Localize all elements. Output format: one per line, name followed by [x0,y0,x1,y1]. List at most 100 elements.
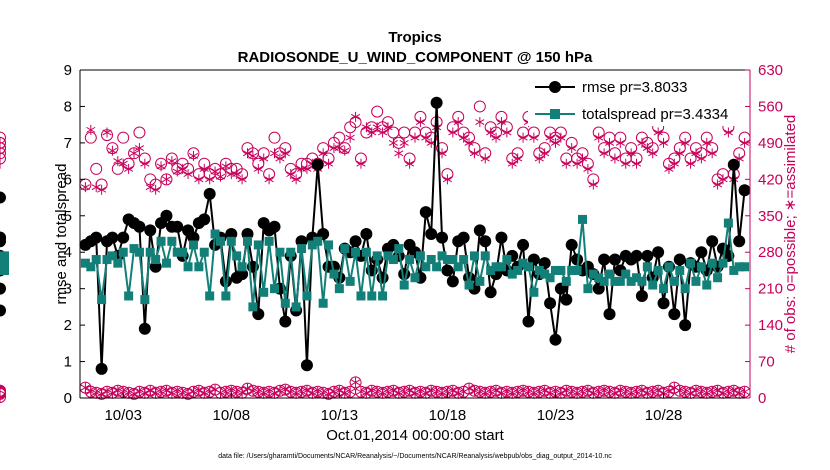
y-right-tick-label: 280 [758,244,783,261]
totalspread-point [675,266,684,275]
rmse-point [160,210,172,222]
totalspread-point [324,240,333,249]
totalspread-point [502,255,511,264]
y-right-tick-label: 140 [758,317,783,334]
legend-rmse-marker [549,81,561,93]
totalspread-point [319,299,328,308]
totalspread-point [373,251,382,260]
totalspread-point [475,277,484,286]
totalspread-point [238,262,247,271]
rmse-point [133,221,145,233]
totalspread-point [346,277,355,286]
totalspread-point [119,248,128,257]
rmse-point [117,232,129,244]
totalspread-point [194,262,203,271]
x-tick-label: 10/03 [104,407,142,424]
totalspread-point [432,262,441,271]
y-axis-label: rmse and totalspread [53,164,70,305]
totalspread-point [573,266,582,275]
totalspread-point [313,237,322,246]
totalspread-point [140,295,149,304]
totalspread-point [97,295,106,304]
x-tick-label: 10/18 [429,407,467,424]
totalspread-point [411,273,420,282]
y-right-tick-label: 350 [758,208,783,225]
totalspread-point [286,248,295,257]
totalspread-point [335,284,344,293]
totalspread-point [162,259,171,268]
rmse-point [679,319,691,331]
x-tick-label: 10/08 [213,407,251,424]
y-axis-right: 070140210280350420490560630 [745,62,783,407]
totalspread-point [340,244,349,253]
y-right-tick-label: 0 [758,390,766,407]
rmse-point [350,235,362,247]
totalspread-point [0,266,9,275]
rmse-point [269,221,281,233]
rmse-point [139,323,151,335]
totalspread-point [167,237,176,246]
chart-canvas: Tropics RADIOSONDE_U_WIND_COMPONENT @ 15… [0,0,830,470]
totalspread-point [292,302,301,311]
totalspread-point [697,262,706,271]
totalspread-point [529,288,538,297]
totalspread-point [351,248,360,257]
totalspread-point [297,244,306,253]
totalspread-point [0,251,9,260]
y-right-tick-label: 70 [758,354,775,371]
rmse-point [652,246,664,258]
legend-totalspread-label: totalspread pr=3.4334 [582,106,728,123]
y-tick-label: 2 [64,317,72,334]
totalspread-point [459,255,468,264]
totalspread-point [270,284,279,293]
totalspread-point [151,255,160,264]
rmse-point [144,224,156,236]
totalspread-point [708,259,717,268]
totalspread-point [184,262,193,271]
totalspread-point [686,259,695,268]
totalspread-point [216,237,225,246]
totalspread-point [124,291,133,300]
totalspread-point [178,248,187,257]
rmse-point [739,184,751,196]
rmse-point [0,192,6,204]
totalspread-point [400,281,409,290]
rmse-point [495,232,507,244]
rmse-point [560,294,572,306]
legend-totalspread-marker [550,109,560,119]
rmse-point [431,97,443,109]
totalspread-point [740,262,749,271]
totalspread-point [524,262,533,271]
totalspread-point [329,270,338,279]
rmse-point [0,283,6,295]
rmse-point [420,206,432,218]
totalspread-point [637,277,646,286]
rmse-point [360,228,372,240]
totalspread-point [389,255,398,264]
y-right-tick-label: 420 [758,171,783,188]
rmse-point [198,213,210,225]
rmse-point [436,232,448,244]
totalspread-point [254,240,263,249]
totalspread-point [718,259,727,268]
rmse-point [695,246,707,258]
totalspread-point [416,251,425,260]
totalspread-point [394,244,403,253]
data-file-footnote: data file: /Users/gharamti/Documents/NCA… [218,453,612,460]
rmse-point [485,286,497,298]
rmse-point [598,254,610,266]
totalspread-point [189,240,198,249]
totalspread-point [113,259,122,268]
totalspread-point [654,266,663,275]
rmse-point [220,275,232,287]
totalspread-point [481,251,490,260]
totalspread-point [275,248,284,257]
y-tick-label: 0 [64,390,72,407]
totalspread-point [281,299,290,308]
totalspread-point [713,273,722,282]
rmse-point [609,254,621,266]
rmse-point [733,235,745,247]
x-tick-label: 10/23 [537,407,575,424]
totalspread-point [227,237,236,246]
totalspread-point [157,237,166,246]
